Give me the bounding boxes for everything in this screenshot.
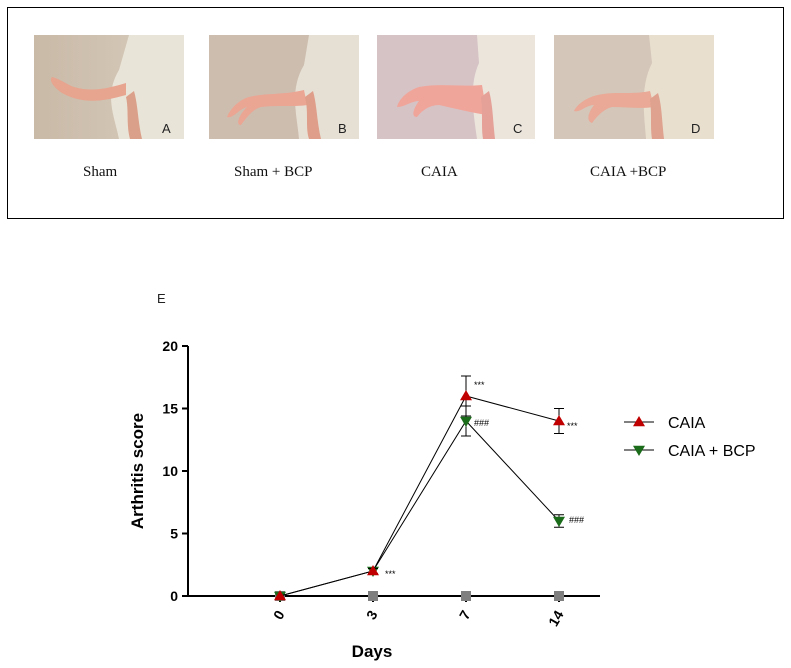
paw-photo-sham [34, 35, 184, 139]
paw-photo-caia [377, 35, 535, 139]
photo-letter-d: D [691, 121, 701, 136]
data-point [553, 516, 565, 527]
series-line [279, 395, 560, 597]
panel-e-label: E [157, 291, 166, 306]
significance-label: *** [385, 569, 396, 579]
y-tick-label: 20 [162, 338, 178, 354]
data-point [461, 591, 471, 601]
photo-letter-a: A [162, 121, 171, 136]
caption-caia-bcp: CAIA +BCP [590, 164, 667, 180]
y-axis-title: Arthritis score [128, 413, 147, 529]
photo-panel: A Sham B Sham + BCP C CAIA D CAIA +BCP [7, 7, 784, 219]
caption-caia: CAIA [421, 164, 458, 180]
significance-label: *** [474, 380, 485, 390]
data-point [367, 565, 379, 576]
x-tick-label: 0 [270, 607, 288, 622]
series-line [279, 420, 560, 597]
paw-photo-sham-bcp [209, 35, 359, 139]
data-point [553, 415, 565, 426]
caption-sham: Sham [83, 164, 118, 180]
significance-label: ### [474, 418, 489, 428]
data-point [554, 591, 564, 601]
data-point [460, 390, 472, 401]
y-tick-label: 10 [162, 463, 178, 479]
caption-sham-bcp: Sham + BCP [234, 164, 313, 180]
legend-marker [633, 445, 645, 456]
legend-marker [633, 416, 645, 427]
y-tick-label: 5 [170, 526, 178, 542]
data-point [368, 591, 378, 601]
x-tick-label: 7 [456, 607, 474, 622]
x-axis-title: Days [352, 642, 393, 661]
photo-letter-c: C [513, 121, 523, 136]
y-tick-label: 15 [162, 401, 178, 417]
paw-photo-caia-bcp [554, 35, 714, 139]
data-point [460, 416, 472, 427]
data-point [274, 590, 286, 601]
legend-label: CAIA + BCP [668, 443, 756, 460]
significance-label: *** [567, 421, 578, 431]
x-tick-label: 14 [545, 607, 567, 629]
significance-label: ### [569, 515, 584, 525]
x-tick-label: 3 [363, 607, 381, 622]
photo-letter-b: B [338, 121, 347, 136]
legend-label: CAIA [668, 415, 706, 432]
y-tick-label: 0 [170, 588, 178, 604]
